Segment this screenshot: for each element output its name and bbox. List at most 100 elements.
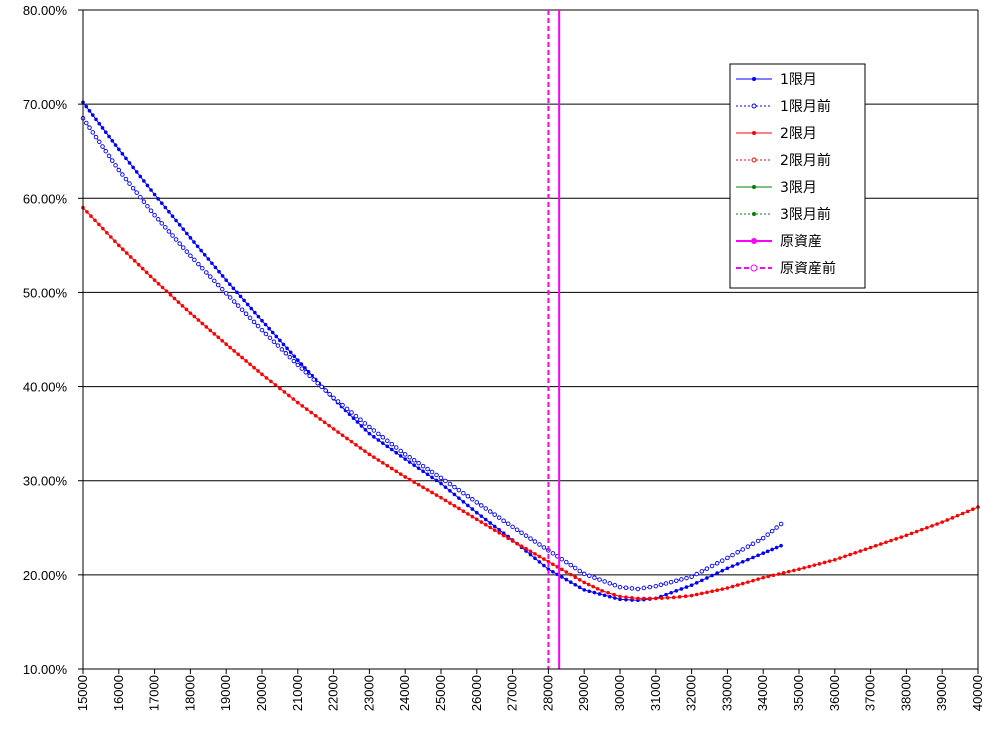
data-point: [160, 285, 165, 290]
data-point: [124, 156, 128, 161]
data-point: [403, 457, 408, 461]
data-point: [174, 218, 178, 223]
data-point: [117, 147, 121, 152]
data-point: [735, 550, 740, 555]
data-point: [694, 571, 699, 577]
data-point: [376, 438, 381, 442]
data-point: [210, 261, 214, 266]
y-tick-label: 50.00%: [23, 285, 68, 300]
data-point: [771, 573, 776, 578]
data-point: [740, 581, 745, 586]
data-point: [470, 497, 475, 502]
data-point: [202, 252, 207, 257]
data-point: [167, 210, 171, 214]
data-point: [497, 527, 501, 532]
data-point: [542, 557, 546, 561]
data-point: [689, 574, 694, 579]
data-point: [505, 521, 511, 527]
data-point: [411, 457, 417, 463]
data-point: [177, 223, 182, 227]
data-point: [945, 518, 950, 522]
data-point: [577, 568, 582, 574]
data-point: [714, 561, 720, 566]
data-point: [224, 342, 228, 347]
data-point: [90, 130, 96, 135]
data-point: [420, 463, 426, 469]
y-tick-labels: 10.00% 20.00% 30.00% 40.00% 50.00% 60.00% 70.0…: [23, 3, 68, 677]
x-tick-label: 37000: [863, 675, 878, 711]
data-point: [573, 582, 578, 587]
data-point: [760, 535, 766, 541]
data-point: [457, 496, 461, 500]
data-point: [765, 549, 770, 554]
data-point: [371, 428, 377, 433]
x-tick-label: 40000: [970, 675, 985, 711]
data-point: [642, 596, 646, 601]
data-point: [430, 490, 434, 495]
data-point: [340, 402, 345, 408]
data-point: [244, 359, 248, 363]
data-point: [287, 354, 293, 360]
data-point: [629, 586, 635, 591]
legend-label: 2限月前: [780, 152, 831, 169]
data-point: [740, 547, 745, 552]
series-layer: [80, 10, 980, 669]
data-point: [132, 259, 137, 263]
data-point: [291, 358, 297, 364]
data-point: [930, 524, 934, 528]
data-point: [269, 379, 273, 384]
data-point: [461, 490, 466, 496]
data-point: [479, 520, 484, 524]
data-point: [232, 349, 236, 353]
x-tick-label: 23000: [361, 675, 376, 711]
data-point: [120, 152, 125, 156]
series-markers: [80, 116, 784, 592]
data-point: [492, 512, 497, 517]
legend-label: 3限月: [780, 180, 817, 196]
data-point: [843, 554, 847, 559]
data-point: [720, 587, 725, 591]
data-point: [172, 296, 177, 301]
data-point: [385, 444, 390, 449]
data-point: [363, 427, 368, 432]
data-point: [524, 546, 528, 551]
data-point: [774, 545, 779, 550]
data-point: [510, 524, 515, 530]
data-point: [833, 557, 837, 562]
data-point: [597, 577, 602, 582]
data-point: [275, 343, 281, 348]
data-point: [597, 592, 602, 596]
data-point: [240, 355, 244, 360]
data-point: [101, 226, 105, 231]
data-point: [577, 577, 582, 582]
data-point: [438, 475, 444, 481]
data-point: [256, 369, 260, 373]
data-point: [159, 201, 164, 205]
data-point: [879, 542, 883, 546]
data-point: [466, 512, 470, 516]
data-point: [176, 300, 181, 304]
data-point: [416, 460, 421, 466]
data-point: [573, 575, 578, 580]
data-point: [492, 528, 497, 532]
x-tick-label: 39000: [934, 675, 949, 711]
data-point: [163, 225, 168, 230]
data-point: [134, 170, 139, 174]
data-point: [127, 181, 132, 186]
data-point: [344, 406, 350, 412]
data-point: [475, 517, 479, 522]
x-tick-label: 24000: [397, 675, 412, 711]
data-point: [196, 318, 201, 322]
legend-marker: [752, 185, 756, 189]
data-point: [113, 143, 118, 147]
data-point: [765, 532, 770, 537]
data-point: [766, 574, 771, 579]
data-point: [822, 560, 827, 565]
data-point: [283, 351, 289, 356]
x-tick-label: 31000: [648, 675, 663, 711]
data-point: [87, 125, 92, 130]
data-point: [600, 589, 604, 593]
data-point: [84, 120, 89, 126]
data-point: [123, 176, 129, 182]
